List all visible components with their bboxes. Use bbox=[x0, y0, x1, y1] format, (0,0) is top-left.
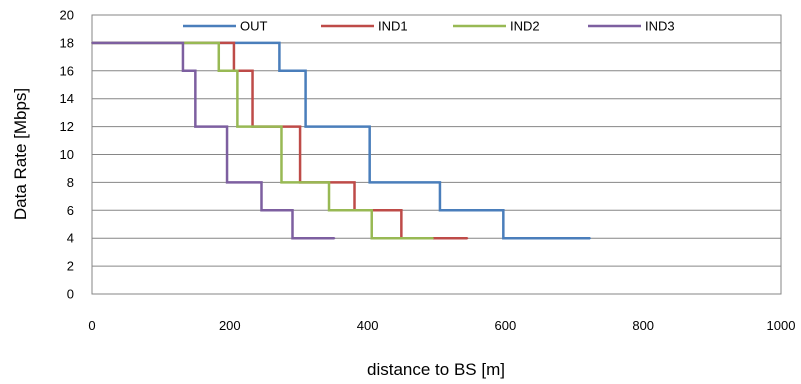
data-point bbox=[236, 125, 239, 128]
data-point bbox=[370, 237, 373, 239]
series-line-out bbox=[92, 41, 591, 240]
x-tick-labels: 0 200 400 600 800 1000 bbox=[88, 318, 795, 333]
y-tick-labels: 0 2 4 6 8 10 12 14 16 18 20 bbox=[60, 8, 74, 302]
series-line-ind3 bbox=[92, 41, 335, 240]
x-tick-label: 1000 bbox=[767, 318, 796, 333]
legend-label: IND1 bbox=[378, 19, 408, 34]
y-tick-label: 16 bbox=[60, 63, 74, 78]
x-tick-label: 800 bbox=[632, 318, 654, 333]
x-tick-label: 200 bbox=[219, 318, 241, 333]
data-point bbox=[194, 125, 197, 128]
data-point bbox=[280, 181, 283, 184]
data-point bbox=[589, 237, 591, 239]
x-tick-label: 0 bbox=[88, 318, 95, 333]
x-axis-title: distance to BS [m] bbox=[367, 360, 505, 379]
y-tick-label: 10 bbox=[60, 147, 74, 162]
y-tick-label: 6 bbox=[67, 203, 74, 218]
data-point bbox=[260, 209, 263, 212]
data-point bbox=[328, 209, 330, 212]
series-line-ind1 bbox=[92, 41, 468, 240]
x-tick-label: 600 bbox=[495, 318, 517, 333]
y-tick-label: 18 bbox=[60, 35, 74, 50]
legend: OUT IND1 IND2 IND3 bbox=[183, 19, 675, 34]
y-tick-label: 2 bbox=[67, 259, 74, 274]
data-point bbox=[432, 237, 434, 239]
legend-label: OUT bbox=[240, 19, 268, 34]
data-point bbox=[368, 181, 371, 184]
series-lines bbox=[91, 41, 591, 240]
data-point bbox=[291, 237, 294, 239]
data-point bbox=[182, 70, 184, 72]
data-point bbox=[278, 70, 281, 72]
data-point bbox=[217, 70, 220, 72]
x-tick-label: 400 bbox=[357, 318, 379, 333]
y-tick-label: 14 bbox=[60, 91, 74, 106]
y-tick-label: 0 bbox=[67, 287, 74, 302]
data-point bbox=[502, 237, 505, 239]
y-axis-title: Data Rate [Mbps] bbox=[11, 88, 30, 220]
data-point bbox=[333, 237, 336, 239]
data-point bbox=[439, 209, 441, 212]
legend-label: IND2 bbox=[510, 19, 540, 34]
data-point bbox=[226, 181, 228, 184]
legend-label: IND3 bbox=[645, 19, 675, 34]
y-tick-label: 4 bbox=[67, 231, 74, 246]
data-point bbox=[91, 42, 93, 44]
y-tick-label: 8 bbox=[67, 175, 74, 190]
data-point bbox=[304, 125, 307, 128]
data-point bbox=[466, 237, 469, 239]
y-tick-label: 20 bbox=[60, 8, 74, 23]
series-line-ind2 bbox=[92, 41, 434, 240]
y-tick-label: 12 bbox=[60, 119, 74, 134]
